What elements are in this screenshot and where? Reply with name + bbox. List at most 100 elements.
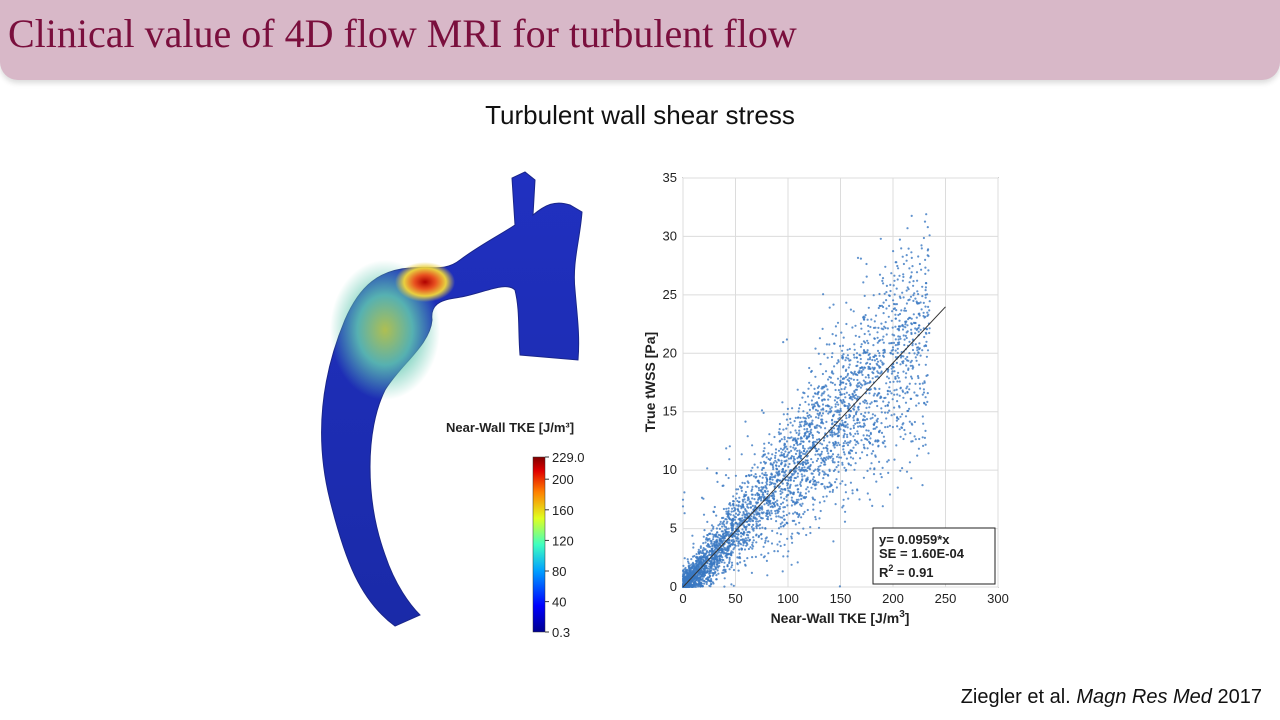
scatter-point bbox=[879, 359, 882, 362]
scatter-point bbox=[853, 439, 857, 442]
scatter-point bbox=[843, 432, 846, 436]
scatter-point bbox=[799, 416, 802, 419]
scatter-point bbox=[784, 478, 787, 482]
scatter-point bbox=[811, 461, 815, 464]
scatter-point bbox=[800, 420, 803, 423]
scatter-point bbox=[909, 295, 913, 298]
scatter-point bbox=[718, 561, 721, 565]
scatter-point bbox=[897, 371, 900, 374]
scatter-point bbox=[841, 461, 844, 464]
scatter-point bbox=[750, 571, 754, 575]
scatter-point bbox=[923, 401, 926, 404]
scatter-point bbox=[783, 497, 786, 500]
scatter-point bbox=[790, 499, 793, 502]
scatter-point bbox=[838, 585, 842, 588]
scatter-point bbox=[876, 341, 879, 344]
scatter-point bbox=[834, 441, 837, 444]
scatter-point bbox=[895, 419, 899, 422]
scatter-point bbox=[688, 569, 691, 573]
scatter-point bbox=[833, 443, 837, 446]
scatter-point bbox=[841, 463, 844, 466]
scatter-point bbox=[728, 502, 732, 505]
scatter-point bbox=[829, 407, 832, 410]
scatter-point bbox=[860, 412, 863, 416]
scatter-point bbox=[800, 451, 803, 454]
scatter-point bbox=[732, 548, 735, 551]
scatter-point bbox=[860, 343, 863, 346]
scatter-point bbox=[774, 512, 777, 515]
scatter-point bbox=[780, 438, 783, 441]
scatter-point bbox=[828, 490, 832, 493]
scatter-point bbox=[766, 515, 770, 519]
scatter-point bbox=[921, 295, 924, 298]
scatter-point bbox=[727, 513, 730, 516]
scatter-point bbox=[780, 502, 783, 506]
scatter-point bbox=[854, 462, 857, 465]
scatter-point bbox=[911, 348, 915, 352]
scatter-point bbox=[808, 467, 811, 470]
scatter-point bbox=[789, 431, 792, 434]
scatter-point bbox=[754, 517, 757, 520]
scatter-point bbox=[879, 472, 882, 476]
scatter-point bbox=[822, 447, 825, 450]
scatter-point bbox=[810, 431, 813, 434]
scatter-point bbox=[758, 495, 761, 498]
scatter-point bbox=[710, 578, 713, 581]
scatter-point bbox=[807, 424, 810, 427]
scatter-point bbox=[744, 501, 747, 504]
scatter-point bbox=[901, 255, 904, 258]
scatter-point bbox=[770, 542, 774, 545]
scatter-point bbox=[736, 508, 740, 511]
scatter-point bbox=[774, 459, 777, 462]
scatter-point bbox=[833, 342, 836, 345]
scatter-point bbox=[897, 313, 900, 317]
scatter-point bbox=[715, 527, 719, 530]
scatter-point bbox=[775, 520, 778, 523]
scatter-point bbox=[800, 440, 803, 443]
scatter-point bbox=[747, 534, 750, 537]
scatter-point bbox=[834, 481, 837, 484]
scatter-point bbox=[708, 575, 711, 579]
scatter-point bbox=[862, 434, 865, 437]
scatter-point bbox=[923, 380, 926, 383]
scatter-point bbox=[847, 451, 851, 454]
scatter-point bbox=[695, 569, 698, 572]
scatter-point bbox=[922, 444, 925, 447]
scatter-point bbox=[817, 431, 821, 434]
scatter-point bbox=[909, 361, 912, 364]
scatter-point bbox=[878, 387, 881, 390]
scatter-point bbox=[842, 451, 846, 454]
scatter-point bbox=[912, 299, 915, 302]
scatter-point bbox=[682, 570, 685, 573]
scatter-point bbox=[719, 520, 722, 524]
scatter-point bbox=[749, 546, 752, 549]
scatter-point bbox=[812, 440, 815, 443]
scatter-point bbox=[812, 503, 815, 506]
scatter-point bbox=[796, 472, 800, 475]
scatter-point bbox=[861, 373, 864, 376]
scatter-point bbox=[830, 455, 833, 458]
scatter-point bbox=[916, 279, 919, 282]
scatter-point bbox=[917, 326, 920, 329]
scatter-point bbox=[924, 305, 927, 308]
scatter-point bbox=[783, 487, 787, 491]
scatter-point bbox=[692, 562, 695, 566]
scatter-point bbox=[862, 443, 865, 446]
scatter-point bbox=[734, 474, 738, 477]
scatter-point bbox=[785, 513, 788, 517]
scatter-point bbox=[785, 522, 789, 525]
scatter-point bbox=[810, 472, 813, 475]
scatter-point bbox=[918, 363, 921, 366]
scatter-point bbox=[786, 423, 790, 426]
scatter-point bbox=[865, 429, 868, 432]
scatter-point bbox=[749, 506, 753, 509]
scatter-point bbox=[798, 432, 801, 435]
scatter-point bbox=[761, 488, 764, 491]
scatter-point bbox=[763, 447, 766, 450]
scatter-point bbox=[785, 455, 788, 458]
scatter-point bbox=[753, 498, 756, 501]
scatter-point bbox=[684, 566, 687, 570]
scatter-point bbox=[898, 295, 902, 298]
scatter-point bbox=[871, 377, 874, 380]
scatter-point bbox=[745, 474, 748, 478]
